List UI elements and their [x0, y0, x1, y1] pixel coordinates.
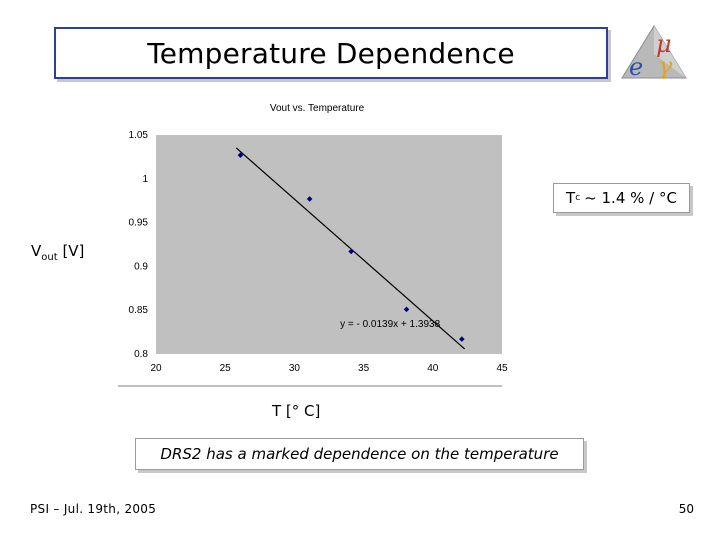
data-points — [237, 152, 465, 342]
y-tick-label: 1.05 — [129, 130, 149, 141]
x-tick-label: 35 — [358, 363, 370, 374]
title-box: Temperature Dependence — [54, 27, 608, 79]
tc-subscript: c — [575, 193, 581, 203]
note-text: DRS2 has a marked dependence on the temp… — [160, 445, 559, 463]
meg-logo: μ e γ — [621, 25, 687, 80]
y-tick-label: 0.8 — [134, 349, 148, 360]
y-tick-label: 0.85 — [129, 305, 149, 316]
ylabel-unit: [V] — [62, 242, 85, 260]
x-axis-label: T [° C] — [272, 402, 321, 420]
logo-mu: μ — [656, 30, 672, 58]
x-tick-label: 45 — [496, 363, 508, 374]
x-tick-label: 40 — [427, 363, 439, 374]
trendline-equation: y = - 0.0139x + 1.3938 — [340, 319, 441, 330]
trendline — [235, 147, 466, 350]
x-tick-label: 30 — [289, 363, 301, 374]
chart-title: Vout vs. Temperature — [270, 103, 365, 114]
logo-gamma: γ — [658, 52, 673, 80]
ylabel-subscript: out — [41, 252, 58, 263]
footer-date: PSI – Jul. 19th, 2005 — [30, 502, 157, 516]
data-point — [459, 336, 465, 342]
y-tick-label: 0.9 — [134, 261, 148, 272]
scatter-chart: Vout vs. Temperature 1.05 1 0.95 0.9 0.85 0.8… — [118, 103, 508, 387]
x-tick-label: 25 — [220, 363, 232, 374]
logo-e: e — [629, 53, 643, 80]
x-axis-ticks: 20 25 30 35 40 45 — [150, 363, 508, 374]
data-point — [237, 152, 244, 158]
y-axis-label: Vout [V] — [31, 242, 84, 263]
page-number: 50 — [678, 502, 694, 516]
tc-value: ~ 1.4 % / °C — [584, 189, 677, 207]
y-axis-ticks: 1.05 1 0.95 0.9 0.85 0.8 — [129, 130, 149, 360]
data-point — [306, 196, 313, 202]
note-box: DRS2 has a marked dependence on the temp… — [135, 438, 584, 470]
y-tick-label: 1 — [142, 174, 148, 185]
slide-title: Temperature Dependence — [147, 36, 515, 70]
x-tick-label: 20 — [150, 363, 162, 374]
data-point — [403, 306, 410, 313]
tc-symbol: T — [566, 189, 576, 207]
data-point — [348, 248, 354, 255]
ylabel-symbol: V — [31, 242, 42, 260]
plot-area — [156, 135, 502, 354]
y-tick-label: 0.95 — [129, 218, 149, 229]
